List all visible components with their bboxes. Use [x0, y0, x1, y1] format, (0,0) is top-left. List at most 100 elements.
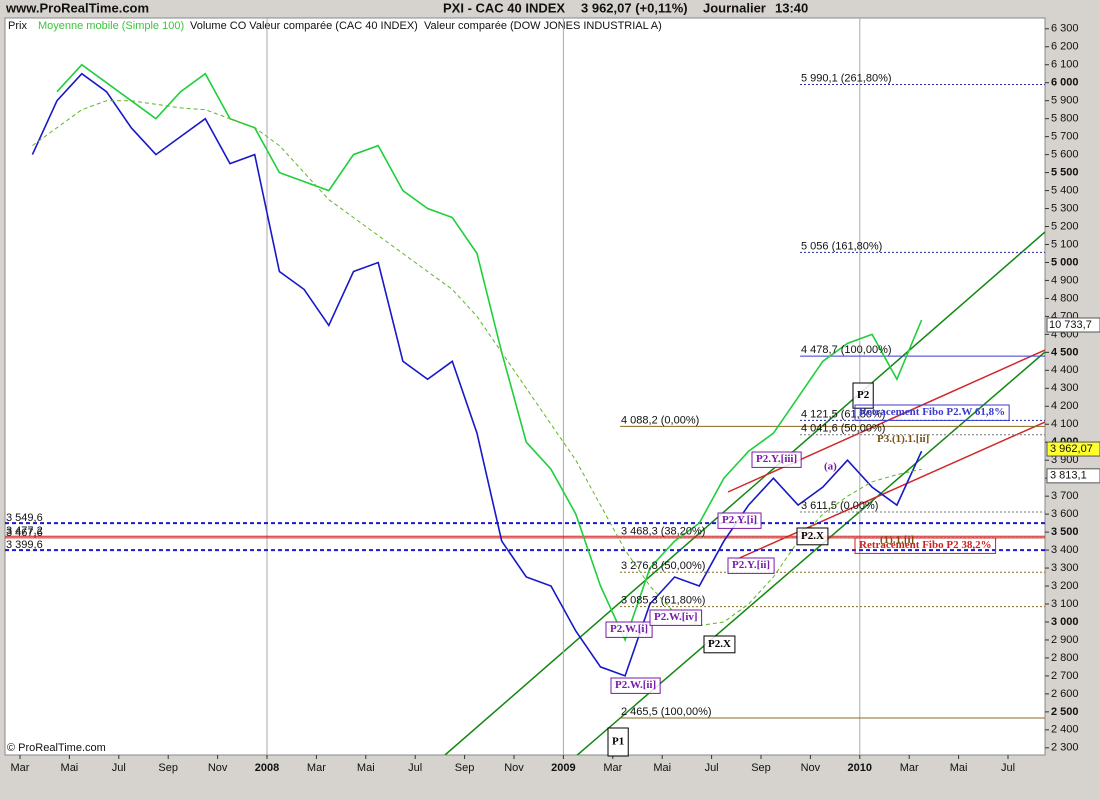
- y-tick-label: 5 100: [1051, 238, 1079, 250]
- y-tick-label: 3 100: [1051, 598, 1079, 610]
- y-tick-label: 2 300: [1051, 742, 1079, 754]
- support-label: 3 549,6: [6, 512, 43, 524]
- y-tick-label: 6 100: [1051, 59, 1079, 71]
- x-tick-label: Jul: [1001, 762, 1015, 774]
- y-tick-label: 6 200: [1051, 41, 1079, 53]
- fib-label: 4 478,7 (100,00%): [801, 344, 892, 356]
- wave-label-box: [751, 451, 802, 468]
- wave-label: P2.Y.[iii]: [756, 453, 797, 465]
- x-tick-label: Mar: [603, 762, 622, 774]
- y-tick-label: 3 200: [1051, 580, 1079, 592]
- support-label: 3 467,6: [6, 527, 43, 539]
- site-name: www.ProRealTime.com: [5, 0, 149, 15]
- price-tag-label: 3 813,1: [1050, 470, 1087, 482]
- x-tick-label: Mai: [61, 762, 79, 774]
- y-tick-label: 4 800: [1051, 292, 1079, 304]
- y-tick-label: 5 000: [1051, 256, 1079, 268]
- y-tick-label: 4 200: [1051, 400, 1079, 412]
- y-tick-label: 4 900: [1051, 274, 1079, 286]
- fib-label: 4 088,2 (0,00%): [621, 414, 699, 426]
- x-tick-label: Sep: [751, 762, 771, 774]
- y-tick-label: 2 600: [1051, 688, 1079, 700]
- fib-label: 3 611,5 (0,00%): [801, 500, 878, 512]
- wave-label: P2.X: [708, 638, 731, 650]
- y-tick-label: 3 300: [1051, 562, 1079, 574]
- wave-label-box: [854, 404, 1010, 421]
- y-tick-label: 5 400: [1051, 184, 1079, 196]
- y-tick-label: 4 400: [1051, 364, 1079, 376]
- trend-line: [444, 231, 1045, 755]
- fib-label: 4 121,5 (61,80%): [801, 408, 885, 420]
- wave-label-box: [649, 609, 703, 626]
- x-tick-label: Mai: [653, 762, 671, 774]
- x-tick-label: Jul: [112, 762, 126, 774]
- fib-label: 3 085,3 (61,80%): [621, 595, 705, 607]
- fib-label: 5 056 (161,80%): [801, 240, 882, 252]
- fib-label: 3 276,8 (50,00%): [621, 560, 705, 572]
- y-tick-label: 5 700: [1051, 131, 1079, 143]
- y-tick-label: 5 200: [1051, 220, 1079, 232]
- fib-label: 2 465,5 (100,00%): [621, 706, 712, 718]
- quote: 3 962,07 (+0,11%): [581, 0, 688, 15]
- y-tick-label: 2 500: [1051, 706, 1079, 718]
- y-tick-label: 5 900: [1051, 95, 1079, 107]
- y-tick-label: 6 300: [1051, 23, 1079, 35]
- y-tick-label: 2 900: [1051, 634, 1079, 646]
- wave-label: P2.W.[i]: [610, 623, 648, 635]
- wave-label-box: [610, 677, 661, 694]
- x-tick-label: Mai: [357, 762, 375, 774]
- header-bar: [0, 0, 1100, 17]
- x-tick-label: Mar: [307, 762, 326, 774]
- compare-tag-label: 10 733,7: [1049, 319, 1092, 331]
- trend-line: [727, 349, 1045, 493]
- wave-label: P2.Y.[i]: [722, 514, 757, 526]
- wave-label-box: [607, 727, 629, 757]
- wave-label: P2.X: [801, 530, 824, 542]
- wave-label-box: [605, 621, 653, 638]
- instrument: PXI - CAC 40 INDEX: [443, 0, 565, 15]
- wave-label: P2.Y.[ii]: [732, 559, 770, 571]
- x-tick-label: 2009: [551, 762, 575, 774]
- wave-label-box: [727, 557, 775, 574]
- wave-label: Retracement Fibo P2.W 61,8%: [859, 406, 1005, 418]
- fib-label: 5 990,1 (261,80%): [801, 72, 892, 84]
- wave-label-box: [852, 382, 874, 409]
- y-tick-label: 5 600: [1051, 149, 1079, 161]
- wave-label: P2.W.[iv]: [654, 611, 698, 623]
- x-tick-label: 2008: [255, 762, 279, 774]
- y-tick-label: 4 500: [1051, 346, 1079, 358]
- y-tick-label: 3 900: [1051, 454, 1079, 466]
- x-tick-label: Nov: [504, 762, 524, 774]
- price-tag: [1046, 468, 1100, 484]
- x-tick-label: Sep: [455, 762, 475, 774]
- x-tick-label: 2010: [848, 762, 872, 774]
- y-tick-label: 4 300: [1051, 382, 1079, 394]
- wave-label: P2: [857, 389, 870, 401]
- y-tick-label: 5 300: [1051, 202, 1079, 214]
- x-tick-label: Mar: [11, 762, 30, 774]
- wave-label: Retracement Fibo P2 38,2%: [859, 539, 992, 551]
- x-tick-label: Jul: [408, 762, 422, 774]
- wave-label: (a): [824, 461, 837, 473]
- series-line: [32, 100, 922, 627]
- wave-label-box: [796, 527, 829, 546]
- x-tick-label: Mar: [900, 762, 919, 774]
- period: Journalier: [703, 0, 766, 15]
- y-tick-label: 4 100: [1051, 418, 1079, 430]
- y-tick-label: 3 600: [1051, 508, 1079, 520]
- trend-line: [734, 421, 1045, 561]
- y-tick-label: 3 500: [1051, 526, 1079, 538]
- wave-label-box: [854, 537, 997, 554]
- support-label: 3 399,6: [6, 539, 43, 551]
- wave-label: P1: [612, 736, 624, 748]
- x-tick-label: Mai: [950, 762, 968, 774]
- y-tick-label: 2 400: [1051, 724, 1079, 736]
- footer: © ProRealTime.com: [7, 742, 106, 754]
- time: 13:40: [775, 0, 808, 15]
- y-tick-label: 5 500: [1051, 166, 1079, 178]
- y-tick-label: 3 400: [1051, 544, 1079, 556]
- y-tick-label: 2 800: [1051, 652, 1079, 664]
- legend-entry: Volume CO Valeur comparée (CAC 40 INDEX): [190, 20, 418, 32]
